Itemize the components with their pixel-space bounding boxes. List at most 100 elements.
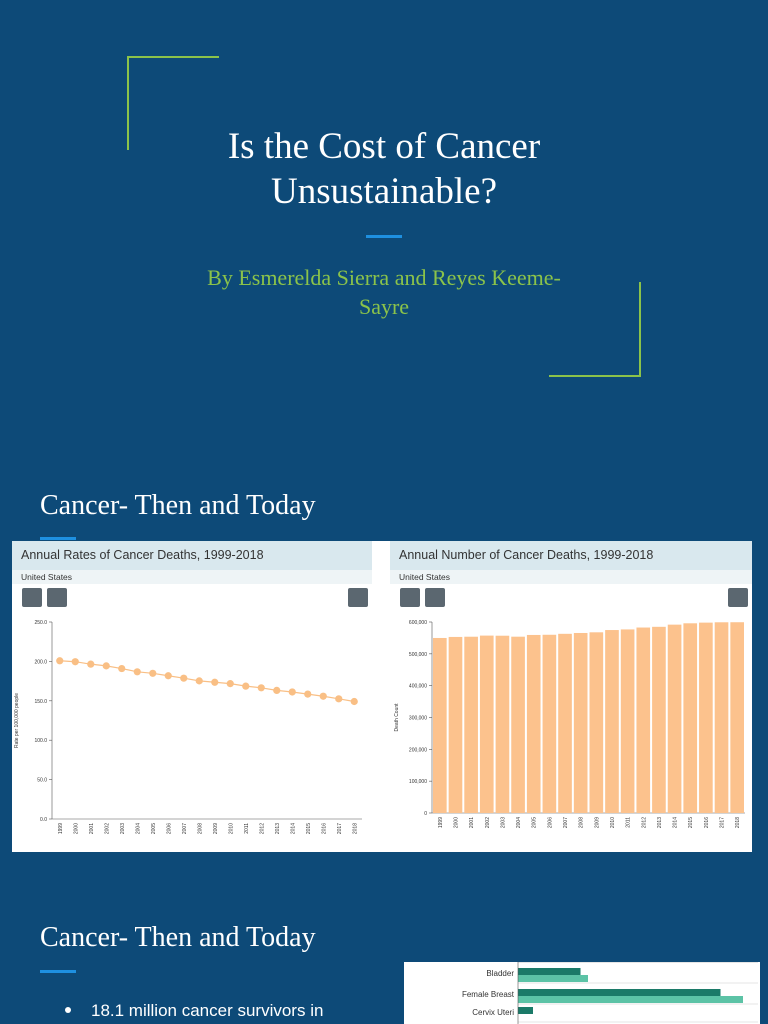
bar: [730, 622, 744, 813]
x-tick-label: 2006: [547, 817, 553, 828]
corner-accent: [127, 56, 219, 150]
charts: Annual Rates of Cancer Deaths, 1999-2018…: [12, 541, 758, 1024]
y-tick-label: 500,000: [409, 652, 427, 658]
bar: [542, 634, 557, 813]
bar: [518, 1007, 533, 1014]
x-tick-label: 2015: [306, 823, 312, 834]
bar: [433, 637, 447, 813]
bar: [526, 634, 541, 813]
bar: [464, 636, 478, 813]
chart-subheader: [12, 570, 372, 584]
x-tick-label: 2011: [244, 823, 250, 834]
data-point: [164, 672, 172, 680]
table-view-button[interactable]: [425, 588, 445, 607]
y-axis-label: Rate per 100,000 people: [14, 693, 20, 748]
bar: [518, 989, 721, 996]
bar: [636, 627, 651, 813]
chart-subtitle: United States: [21, 572, 72, 582]
data-point: [195, 677, 203, 685]
bar: [518, 975, 588, 982]
data-point: [211, 678, 219, 686]
x-tick-label: 2005: [532, 817, 538, 828]
bar: [448, 636, 463, 813]
x-tick-label: 2005: [151, 823, 157, 834]
category-label: Bladder: [486, 969, 514, 978]
x-tick-label: 2008: [579, 817, 585, 828]
bar: [605, 630, 619, 813]
chart-header: [12, 541, 372, 570]
x-tick-label: 2002: [485, 817, 491, 828]
x-tick-label: 2000: [453, 817, 459, 828]
bullet-dot: [65, 1007, 71, 1013]
x-tick-label: 2007: [563, 817, 569, 828]
x-tick-label: 2015: [688, 817, 694, 828]
x-tick-label: 2014: [673, 817, 679, 828]
data-point: [319, 692, 327, 700]
x-tick-label: 2012: [259, 823, 265, 834]
x-tick-label: 2014: [290, 823, 296, 834]
y-tick-label: 150.0: [34, 699, 47, 705]
bar: [714, 622, 729, 813]
slide-title: Unsustainable?: [271, 171, 497, 212]
accent-bar: [40, 537, 76, 540]
accent-bar: [366, 235, 402, 238]
bar: [518, 996, 743, 1003]
x-tick-label: 2012: [641, 817, 647, 828]
data-point: [56, 657, 64, 665]
bar: [667, 624, 682, 813]
subtitle: Sayre: [359, 294, 409, 319]
bar: [652, 626, 666, 813]
x-tick-label: 1999: [58, 823, 64, 834]
chart-title: Annual Rates of Cancer Deaths, 1999-2018: [21, 548, 264, 562]
x-tick-label: 2016: [321, 823, 327, 834]
category-label: Cervix Uteri: [472, 1008, 514, 1017]
y-tick-label: 600,000: [409, 620, 427, 626]
y-tick-label: 0: [424, 811, 427, 817]
corner-accent: [549, 282, 641, 377]
chart-title: Annual Number of Cancer Deaths, 1999-201…: [399, 548, 653, 562]
download-button[interactable]: [728, 588, 748, 607]
x-tick-label: 2018: [352, 823, 358, 834]
x-tick-label: 2013: [275, 823, 281, 834]
data-point: [350, 697, 358, 706]
y-tick-label: 200,000: [409, 747, 427, 753]
bullet-text: 18.1 million cancer survivors in: [91, 1001, 323, 1020]
data-point: [242, 682, 250, 690]
x-tick-label: 2003: [120, 823, 126, 834]
bar: [511, 636, 525, 813]
data-point: [335, 695, 343, 703]
x-tick-label: 2003: [500, 817, 506, 828]
table-view-button[interactable]: [47, 588, 67, 607]
y-tick-label: 0.0: [40, 817, 47, 823]
bar: [479, 635, 494, 813]
y-tick-label: 100.0: [34, 738, 47, 744]
data-point: [180, 674, 188, 682]
data-point: [102, 662, 110, 670]
chart-subtitle: United States: [399, 572, 450, 582]
bar: [495, 635, 510, 813]
y-tick-label: 50.0: [37, 778, 47, 784]
chart-view-button[interactable]: [22, 588, 42, 607]
download-button[interactable]: [348, 588, 368, 607]
x-tick-label: 2018: [735, 817, 741, 828]
data-point: [118, 664, 126, 673]
x-tick-label: 2013: [657, 817, 663, 828]
bar: [589, 632, 604, 813]
chart-view-button[interactable]: [400, 588, 420, 607]
bar: [518, 968, 581, 975]
x-tick-label: 2009: [594, 817, 600, 828]
category-label: Female Breast: [462, 990, 515, 999]
subtitle: By Esmerelda Sierra and Reyes Keeme-: [207, 265, 561, 290]
x-tick-label: 2006: [166, 823, 172, 834]
bar: [683, 623, 698, 813]
x-tick-label: 2017: [720, 817, 726, 828]
x-tick-label: 2004: [516, 817, 522, 828]
data-point: [273, 686, 281, 694]
data-point: [71, 658, 79, 666]
data-point: [133, 668, 141, 676]
x-tick-label: 2009: [213, 823, 219, 834]
x-tick-label: 2016: [704, 817, 710, 828]
y-tick-label: 250.0: [34, 620, 47, 626]
